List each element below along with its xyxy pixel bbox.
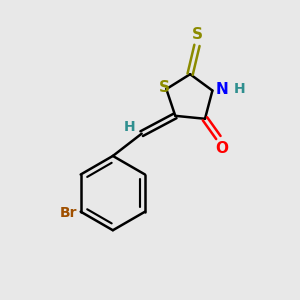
Text: H: H	[234, 82, 245, 96]
Text: O: O	[215, 141, 228, 156]
Text: N: N	[215, 82, 228, 97]
Text: H: H	[124, 120, 135, 134]
Text: S: S	[159, 80, 170, 95]
Text: Br: Br	[60, 206, 77, 220]
Text: S: S	[191, 27, 203, 42]
